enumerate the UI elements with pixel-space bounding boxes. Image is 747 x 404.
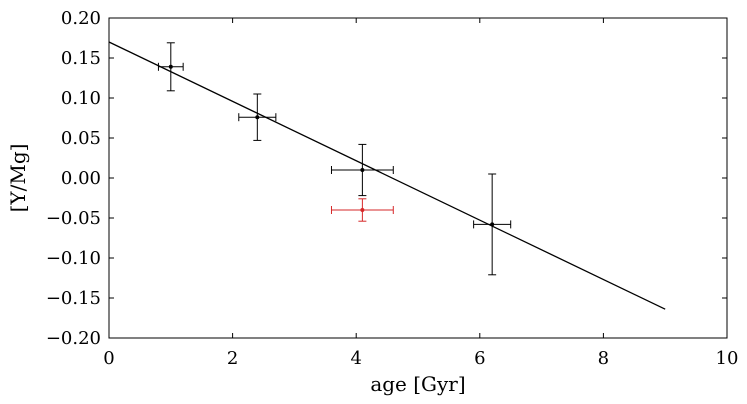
y-tick-label: −0.15 <box>46 288 101 309</box>
data-point <box>490 222 495 227</box>
x-tick-label: 4 <box>350 348 361 369</box>
data-point-group <box>330 143 394 197</box>
y-tick-label: −0.10 <box>46 248 101 269</box>
y-axis: −0.20 −0.15 −0.10 −0.05 0.00 0.05 0.10 0.15 0.20 <box>46 8 727 349</box>
y-tick-label: 0.10 <box>61 88 101 109</box>
data-point-group <box>238 93 277 141</box>
x-tick-label: 6 <box>474 348 485 369</box>
y-tick-label: 0.00 <box>61 168 101 189</box>
data-point <box>360 168 365 172</box>
y-tick-label: 0.15 <box>61 48 101 69</box>
data-point <box>255 115 260 120</box>
data-point-group <box>473 173 512 276</box>
x-tick-label: 8 <box>598 348 609 369</box>
x-axis-label: age [Gyr] <box>370 372 465 396</box>
fit-line <box>108 41 666 310</box>
data-point <box>168 64 173 69</box>
y-tick-label: −0.05 <box>46 208 101 229</box>
y-tick-label: −0.20 <box>46 328 101 349</box>
y-tick-label: 0.05 <box>61 128 101 149</box>
data-point-group <box>330 198 394 222</box>
plot-area <box>108 17 728 339</box>
x-axis: 0 2 4 6 8 10 <box>103 18 738 369</box>
y-tick-label: 0.20 <box>61 8 101 29</box>
x-tick-label: 0 <box>103 348 114 369</box>
data-point-group <box>157 42 184 92</box>
x-tick-label: 10 <box>716 348 739 369</box>
plot-frame <box>108 17 728 339</box>
data-point <box>360 208 365 212</box>
y-axis-label: [Y/Mg] <box>6 144 30 213</box>
x-tick-label: 2 <box>227 348 238 369</box>
